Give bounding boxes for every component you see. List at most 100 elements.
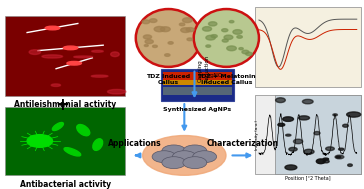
Circle shape [222, 39, 228, 42]
Ellipse shape [64, 148, 81, 156]
Ellipse shape [333, 114, 337, 116]
Circle shape [182, 18, 192, 23]
Circle shape [187, 38, 193, 41]
Circle shape [145, 40, 153, 44]
Circle shape [153, 45, 157, 47]
FancyBboxPatch shape [274, 95, 361, 174]
FancyBboxPatch shape [254, 95, 361, 174]
Ellipse shape [316, 159, 325, 164]
Circle shape [237, 36, 242, 38]
Ellipse shape [293, 139, 303, 144]
Text: TDZ Induced
Callus: TDZ Induced Callus [146, 74, 190, 85]
Circle shape [224, 35, 233, 40]
Circle shape [206, 35, 215, 40]
Ellipse shape [111, 52, 119, 57]
Circle shape [193, 151, 217, 163]
Circle shape [144, 45, 148, 46]
Circle shape [211, 35, 217, 38]
Circle shape [154, 26, 165, 32]
Ellipse shape [289, 147, 297, 151]
Circle shape [246, 52, 252, 56]
Ellipse shape [51, 84, 60, 86]
Ellipse shape [91, 75, 108, 77]
FancyBboxPatch shape [163, 72, 232, 80]
Circle shape [162, 145, 186, 157]
Text: Applications: Applications [108, 139, 162, 148]
FancyBboxPatch shape [5, 16, 125, 96]
Ellipse shape [92, 50, 103, 52]
Circle shape [239, 48, 243, 50]
Ellipse shape [67, 61, 82, 65]
Ellipse shape [314, 132, 320, 135]
Circle shape [168, 42, 173, 44]
Circle shape [142, 20, 150, 24]
Ellipse shape [107, 89, 126, 94]
Circle shape [242, 50, 249, 54]
FancyBboxPatch shape [161, 69, 234, 101]
Ellipse shape [304, 149, 314, 154]
FancyBboxPatch shape [5, 107, 125, 175]
Ellipse shape [323, 160, 329, 163]
Ellipse shape [302, 99, 313, 104]
Text: +: + [56, 96, 70, 114]
Circle shape [161, 27, 170, 32]
Circle shape [206, 45, 211, 47]
Ellipse shape [348, 164, 352, 167]
Ellipse shape [143, 136, 226, 175]
Ellipse shape [52, 122, 63, 131]
Circle shape [186, 28, 194, 32]
Circle shape [222, 29, 228, 32]
Ellipse shape [194, 9, 259, 67]
Circle shape [143, 35, 151, 39]
Circle shape [152, 151, 176, 163]
Circle shape [150, 19, 157, 22]
FancyBboxPatch shape [163, 87, 232, 94]
Ellipse shape [276, 98, 285, 103]
Circle shape [202, 27, 211, 31]
Ellipse shape [347, 112, 361, 117]
Ellipse shape [326, 147, 334, 151]
Circle shape [181, 28, 190, 33]
Circle shape [165, 54, 170, 56]
Circle shape [173, 151, 196, 163]
Ellipse shape [298, 116, 309, 120]
Circle shape [227, 46, 236, 51]
Text: Synthesized AgNPs: Synthesized AgNPs [163, 107, 232, 112]
Ellipse shape [286, 134, 291, 136]
Ellipse shape [77, 125, 90, 136]
Text: Antibacterial activity: Antibacterial activity [20, 180, 111, 189]
Text: Antileishmanial activity: Antileishmanial activity [14, 100, 116, 109]
Circle shape [209, 22, 217, 26]
Ellipse shape [93, 139, 103, 150]
Text: TDZ + Melatonin
Induced Callus: TDZ + Melatonin Induced Callus [197, 74, 256, 85]
Text: Position [°2 Theta]: Position [°2 Theta] [285, 176, 331, 181]
Ellipse shape [343, 124, 348, 127]
Ellipse shape [45, 26, 60, 30]
Ellipse shape [29, 50, 41, 54]
Text: Intensity (a.u.): Intensity (a.u.) [255, 120, 259, 150]
Circle shape [233, 30, 242, 34]
Ellipse shape [336, 156, 341, 158]
Circle shape [179, 23, 185, 26]
FancyBboxPatch shape [163, 81, 232, 85]
Ellipse shape [339, 148, 344, 150]
Text: Reduction: Reduction [205, 55, 210, 82]
Ellipse shape [283, 117, 293, 121]
Circle shape [183, 145, 207, 157]
Text: + AgNO₃: + AgNO₃ [200, 73, 224, 78]
Text: Capping: Capping [197, 60, 202, 82]
Text: Characterization: Characterization [206, 139, 278, 148]
Ellipse shape [136, 9, 201, 67]
Ellipse shape [323, 158, 329, 160]
Ellipse shape [335, 155, 344, 159]
Circle shape [27, 135, 52, 147]
Ellipse shape [63, 46, 78, 50]
FancyBboxPatch shape [254, 7, 361, 87]
Ellipse shape [285, 165, 297, 170]
Circle shape [183, 157, 207, 169]
Ellipse shape [42, 55, 63, 58]
Circle shape [162, 157, 186, 169]
Ellipse shape [278, 123, 285, 126]
Circle shape [229, 21, 234, 23]
Ellipse shape [74, 56, 93, 58]
